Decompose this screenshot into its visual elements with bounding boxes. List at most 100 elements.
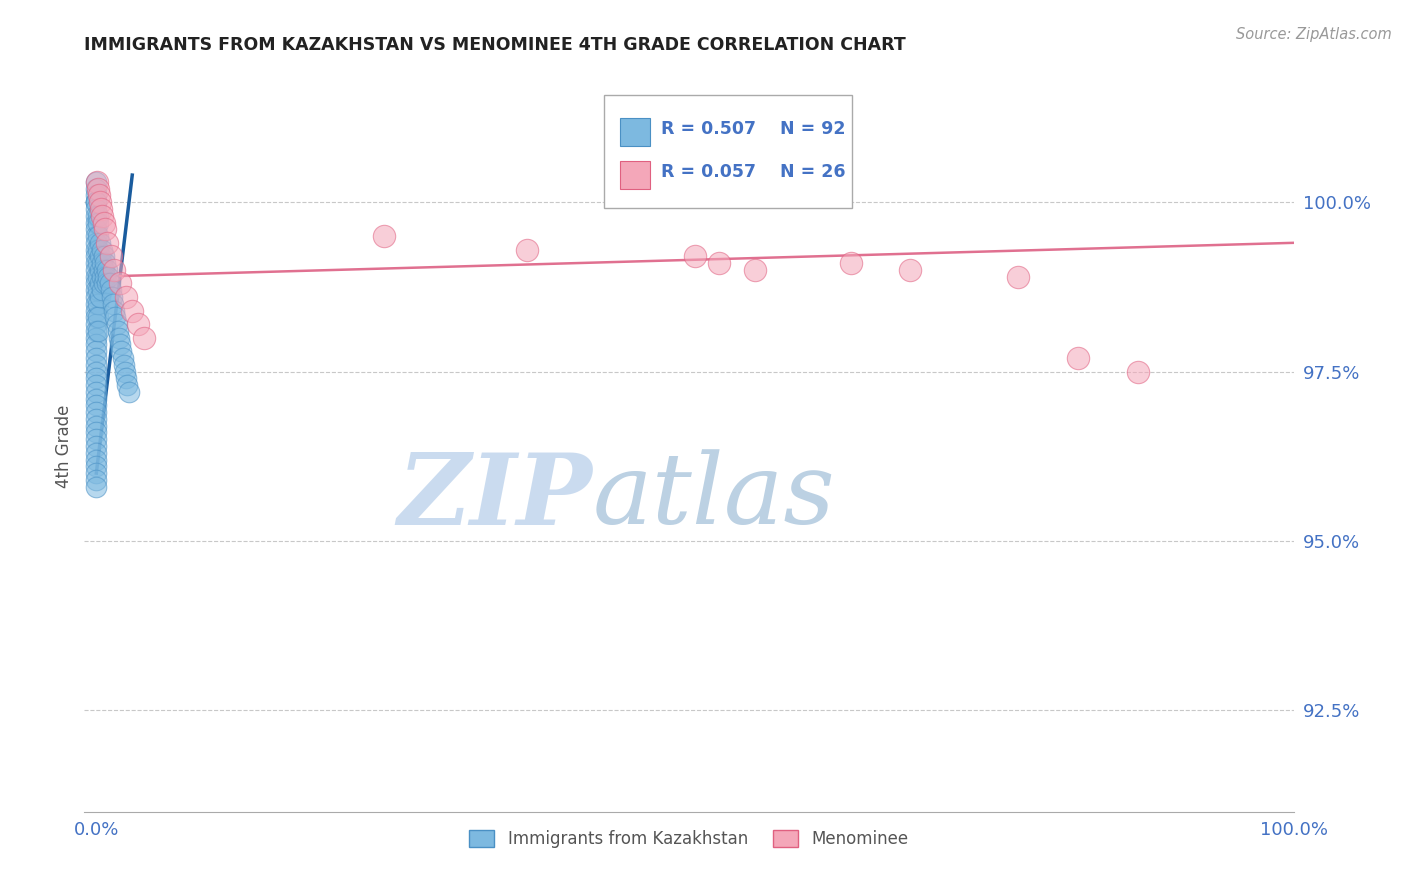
Point <box>93 249 115 263</box>
Point <box>94 256 117 270</box>
Point <box>86 195 108 210</box>
Point <box>86 425 108 440</box>
Point <box>86 412 108 426</box>
Point <box>94 269 117 284</box>
Point <box>86 297 108 311</box>
Point <box>86 175 108 189</box>
Point <box>96 277 118 291</box>
Point <box>134 331 156 345</box>
Point <box>89 235 111 250</box>
Point <box>97 269 120 284</box>
Point <box>86 331 108 345</box>
Point <box>127 317 149 331</box>
Point <box>87 243 110 257</box>
Point <box>108 331 131 345</box>
Point <box>89 277 111 291</box>
Point <box>86 351 108 365</box>
Point <box>121 303 143 318</box>
Point <box>86 209 108 223</box>
Point <box>86 175 108 189</box>
Point <box>118 384 141 399</box>
Point <box>86 195 108 210</box>
Point <box>107 324 129 338</box>
Point <box>96 235 118 250</box>
Point <box>87 297 110 311</box>
Point <box>86 418 108 433</box>
Point <box>93 263 115 277</box>
Point <box>117 378 139 392</box>
Point <box>516 243 538 257</box>
Point <box>744 263 766 277</box>
Point <box>86 473 108 487</box>
Point <box>96 263 118 277</box>
Point <box>87 310 110 325</box>
Point <box>87 283 110 297</box>
Point <box>86 452 108 467</box>
Text: R = 0.507    N = 92: R = 0.507 N = 92 <box>661 120 845 138</box>
Point <box>86 459 108 474</box>
Text: ZIP: ZIP <box>398 449 592 545</box>
Point <box>105 317 128 331</box>
Point <box>86 181 108 195</box>
Point <box>90 243 112 257</box>
Point <box>86 392 108 406</box>
Point <box>839 256 862 270</box>
Point <box>86 181 108 195</box>
Legend: Immigrants from Kazakhstan, Menominee: Immigrants from Kazakhstan, Menominee <box>463 823 915 855</box>
Point <box>100 249 122 263</box>
Point <box>104 310 127 325</box>
Point <box>93 277 115 291</box>
Point <box>86 202 108 216</box>
Point <box>110 337 132 351</box>
FancyBboxPatch shape <box>605 95 852 209</box>
Point <box>86 371 108 385</box>
Point <box>86 337 108 351</box>
Point <box>86 188 108 202</box>
Point <box>86 439 108 453</box>
Point <box>86 446 108 460</box>
Point <box>90 256 112 270</box>
Point <box>86 384 108 399</box>
Point <box>87 209 110 223</box>
Point <box>87 188 110 202</box>
Point <box>86 310 108 325</box>
Point <box>90 283 112 297</box>
Point <box>114 364 136 378</box>
Point <box>91 209 114 223</box>
Point <box>115 290 138 304</box>
Point <box>100 283 122 297</box>
Point <box>87 269 110 284</box>
Point <box>87 324 110 338</box>
Point <box>86 324 108 338</box>
Point <box>86 283 108 297</box>
Point <box>98 277 121 291</box>
Point <box>101 290 124 304</box>
Point <box>373 229 395 244</box>
Point <box>103 263 125 277</box>
Text: IMMIGRANTS FROM KAZAKHSTAN VS MENOMINEE 4TH GRADE CORRELATION CHART: IMMIGRANTS FROM KAZAKHSTAN VS MENOMINEE … <box>84 36 905 54</box>
Y-axis label: 4th Grade: 4th Grade <box>55 404 73 488</box>
Point <box>86 398 108 412</box>
Point <box>86 290 108 304</box>
Point <box>86 256 108 270</box>
Point <box>86 263 108 277</box>
Point <box>93 222 115 236</box>
Point <box>90 202 112 216</box>
Point <box>87 229 110 244</box>
Point <box>86 229 108 244</box>
Point <box>93 215 115 229</box>
Point <box>101 297 124 311</box>
Point <box>86 466 108 480</box>
Point <box>89 263 111 277</box>
Point <box>89 249 111 263</box>
Point <box>86 358 108 372</box>
Point <box>89 195 111 210</box>
Point <box>86 364 108 378</box>
Point <box>86 235 108 250</box>
FancyBboxPatch shape <box>620 161 650 188</box>
Point <box>89 290 111 304</box>
Point <box>87 215 110 229</box>
Point <box>87 256 110 270</box>
Point <box>86 269 108 284</box>
Point <box>86 249 108 263</box>
